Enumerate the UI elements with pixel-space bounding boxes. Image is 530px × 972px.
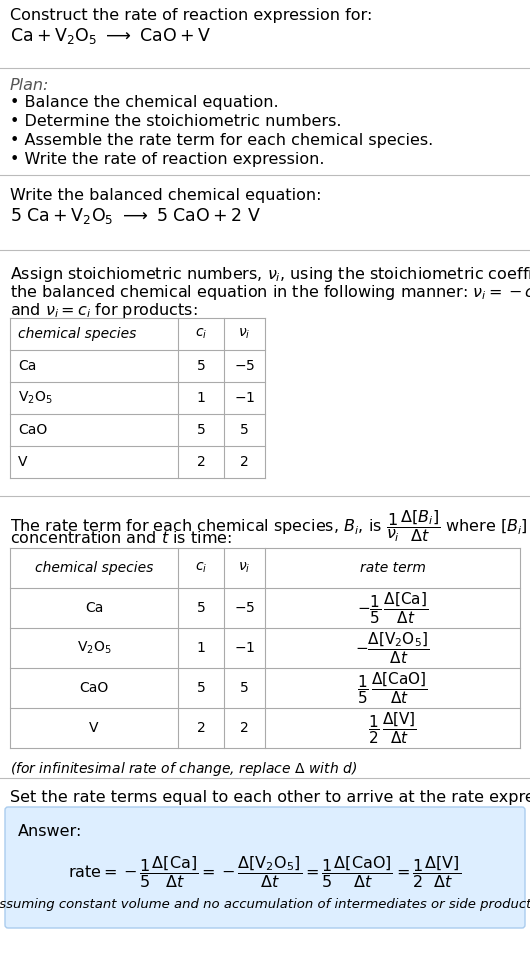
Text: 1: 1 — [197, 391, 206, 405]
Text: the balanced chemical equation in the following manner: $\nu_i = -c_i$ for react: the balanced chemical equation in the fo… — [10, 283, 530, 302]
Text: Ca: Ca — [18, 359, 37, 373]
Text: 5: 5 — [197, 601, 206, 615]
Text: concentration and $t$ is time:: concentration and $t$ is time: — [10, 530, 232, 546]
Text: • Determine the stoichiometric numbers.: • Determine the stoichiometric numbers. — [10, 114, 341, 129]
Text: rate term: rate term — [359, 561, 426, 575]
FancyBboxPatch shape — [5, 807, 525, 928]
Text: $\mathrm{V_2O_5}$: $\mathrm{V_2O_5}$ — [77, 640, 111, 656]
Text: Ca: Ca — [85, 601, 103, 615]
Text: CaO: CaO — [18, 423, 47, 437]
Text: 5: 5 — [197, 359, 206, 373]
Text: $\nu_i$: $\nu_i$ — [238, 561, 251, 575]
Text: (assuming constant volume and no accumulation of intermediates or side products): (assuming constant volume and no accumul… — [0, 898, 530, 911]
Text: • Write the rate of reaction expression.: • Write the rate of reaction expression. — [10, 152, 324, 167]
Text: CaO: CaO — [80, 681, 109, 695]
Text: 5: 5 — [240, 423, 249, 437]
Text: 1: 1 — [197, 641, 206, 655]
Text: $c_i$: $c_i$ — [195, 327, 207, 341]
Text: • Assemble the rate term for each chemical species.: • Assemble the rate term for each chemic… — [10, 133, 433, 148]
Text: $-5$: $-5$ — [234, 601, 255, 615]
Text: 5: 5 — [240, 681, 249, 695]
Text: Construct the rate of reaction expression for:: Construct the rate of reaction expressio… — [10, 8, 373, 23]
Text: $\mathrm{V_2O_5}$: $\mathrm{V_2O_5}$ — [18, 390, 52, 406]
Text: $-\dfrac{\Delta[\mathrm{V_2O_5}]}{\Delta t}$: $-\dfrac{\Delta[\mathrm{V_2O_5}]}{\Delta… — [355, 630, 430, 666]
Text: $c_i$: $c_i$ — [195, 561, 207, 575]
Text: $-1$: $-1$ — [234, 391, 255, 405]
Text: $-\dfrac{1}{5}\,\dfrac{\Delta[\mathrm{Ca}]}{\Delta t}$: $-\dfrac{1}{5}\,\dfrac{\Delta[\mathrm{Ca… — [357, 590, 428, 626]
Text: 2: 2 — [197, 455, 206, 469]
Text: 5: 5 — [197, 423, 206, 437]
Text: $-1$: $-1$ — [234, 641, 255, 655]
Text: Write the balanced chemical equation:: Write the balanced chemical equation: — [10, 188, 322, 203]
Text: (for infinitesimal rate of change, replace $\Delta$ with $d$): (for infinitesimal rate of change, repla… — [10, 760, 357, 778]
Text: Set the rate terms equal to each other to arrive at the rate expression:: Set the rate terms equal to each other t… — [10, 790, 530, 805]
Text: 2: 2 — [240, 455, 249, 469]
Text: $\dfrac{1}{5}\,\dfrac{\Delta[\mathrm{CaO}]}{\Delta t}$: $\dfrac{1}{5}\,\dfrac{\Delta[\mathrm{CaO… — [357, 670, 428, 706]
Text: 2: 2 — [197, 721, 206, 735]
Text: $\mathrm{5\ Ca + V_2O_5 \ {\longrightarrow} \ 5\ CaO + 2\ V}$: $\mathrm{5\ Ca + V_2O_5 \ {\longrightarr… — [10, 206, 261, 226]
Text: $\mathrm{rate} = -\dfrac{1}{5}\dfrac{\Delta[\mathrm{Ca}]}{\Delta t} = -\dfrac{\D: $\mathrm{rate} = -\dfrac{1}{5}\dfrac{\De… — [68, 854, 462, 890]
Text: $\mathrm{Ca + V_2O_5 \ {\longrightarrow} \ CaO + V}$: $\mathrm{Ca + V_2O_5 \ {\longrightarrow}… — [10, 26, 211, 46]
Text: • Balance the chemical equation.: • Balance the chemical equation. — [10, 95, 279, 110]
Text: V: V — [89, 721, 99, 735]
Text: and $\nu_i = c_i$ for products:: and $\nu_i = c_i$ for products: — [10, 301, 198, 320]
Text: Answer:: Answer: — [18, 824, 82, 839]
Text: chemical species: chemical species — [35, 561, 153, 575]
Text: chemical species: chemical species — [18, 327, 136, 341]
Text: Assign stoichiometric numbers, $\nu_i$, using the stoichiometric coefficients, $: Assign stoichiometric numbers, $\nu_i$, … — [10, 265, 530, 284]
Text: $\dfrac{1}{2}\,\dfrac{\Delta[\mathrm{V}]}{\Delta t}$: $\dfrac{1}{2}\,\dfrac{\Delta[\mathrm{V}]… — [368, 711, 417, 746]
Text: Plan:: Plan: — [10, 78, 49, 93]
Text: 2: 2 — [240, 721, 249, 735]
Text: The rate term for each chemical species, $B_i$, is $\dfrac{1}{\nu_i}\dfrac{\Delt: The rate term for each chemical species,… — [10, 508, 530, 544]
Text: V: V — [18, 455, 28, 469]
Text: $\nu_i$: $\nu_i$ — [238, 327, 251, 341]
Text: $-5$: $-5$ — [234, 359, 255, 373]
Text: 5: 5 — [197, 681, 206, 695]
